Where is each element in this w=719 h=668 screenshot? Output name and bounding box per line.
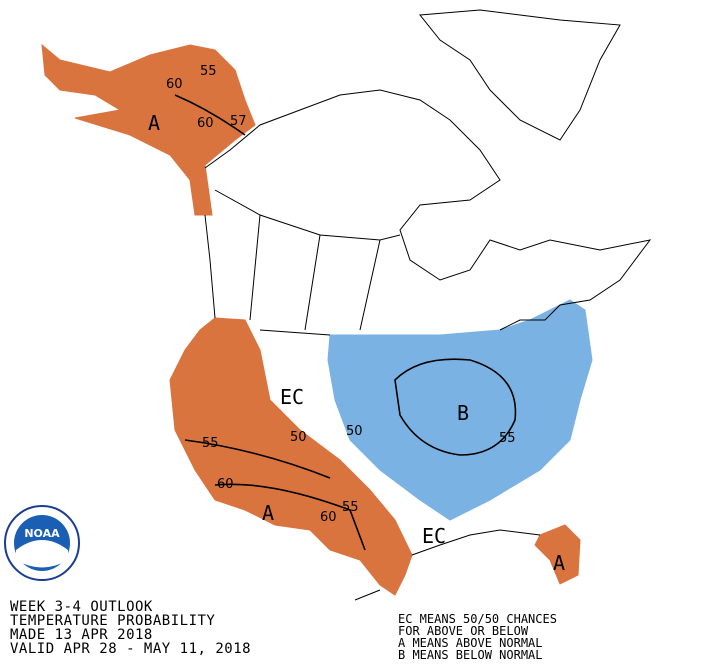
region-label: B [457, 401, 469, 425]
contour-label: 55 [200, 64, 217, 79]
legend-line: EC MEANS 50/50 CHANCES [398, 612, 557, 626]
below-region-east [327, 299, 593, 521]
header-line: VALID APR 28 - MAY 11, 2018 [10, 641, 251, 657]
legend-line: A MEANS ABOVE NORMAL [398, 636, 543, 650]
above-region-west [169, 317, 413, 596]
logo-label: NOAA [24, 527, 60, 540]
contour [394, 358, 517, 456]
region-label: EC [422, 524, 446, 548]
header-line: WEEK 3-4 OUTLOOK [10, 599, 153, 615]
header-line: TEMPERATURE PROBABILITY [10, 613, 215, 629]
header-line: MADE 13 APR 2018 [10, 627, 153, 643]
coastline [204, 89, 652, 601]
contour-label: 55 [202, 436, 219, 451]
contour-label: 50 [346, 424, 363, 439]
contour-label: 57 [230, 114, 247, 129]
greenland [419, 9, 621, 141]
contour [184, 439, 331, 479]
logo-gull [16, 540, 68, 568]
borders [214, 189, 401, 336]
region-label: A [553, 551, 565, 575]
region-label: A [148, 111, 160, 135]
above-region-alaska [41, 43, 256, 216]
contour-label: 60 [197, 116, 214, 131]
legend-line: FOR ABOVE OR BELOW [398, 624, 529, 638]
contour [174, 94, 246, 136]
contour-label: 50 [290, 430, 307, 445]
legend-line: B MEANS BELOW NORMAL [398, 648, 543, 662]
contour-label: 60 [166, 77, 183, 92]
contour-label: 55 [499, 431, 516, 446]
contour [214, 483, 366, 551]
contour-label: 60 [217, 477, 234, 492]
region-label: A [262, 501, 274, 525]
region-label: EC [280, 385, 304, 409]
noaa-logo: NOAA [4, 505, 80, 581]
above-region-florida [534, 524, 581, 585]
contour-label: 55 [342, 500, 359, 515]
contour-label: 60 [320, 510, 337, 525]
